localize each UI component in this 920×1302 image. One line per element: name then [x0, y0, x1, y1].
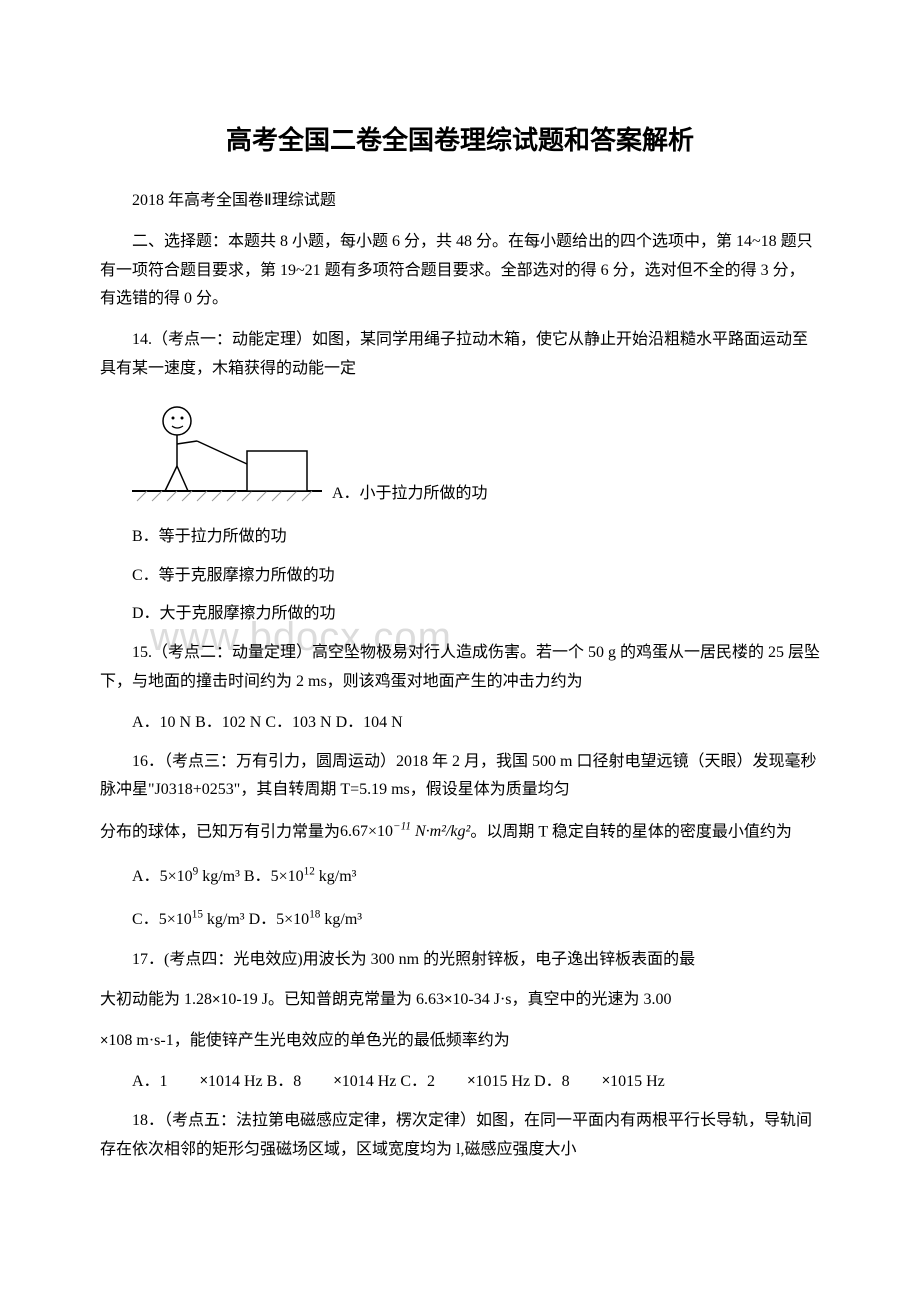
q17-text-1: 17．(考点四：光电效应)用波长为 300 nm 的光照射锌板，电子逸出锌板表面… — [100, 946, 820, 975]
q17-text-2: 大初动能为 1.28×10-19 J。已知普朗克常量为 6.63×10-34 J… — [100, 986, 820, 1015]
q14-option-b: B．等于拉力所做的功 — [100, 523, 820, 552]
q17-options: A．1×1014 Hz B．8×1014 Hz C．2×1015 Hz D．8×… — [100, 1068, 820, 1097]
q14-figure-row: A．小于拉力所做的功 — [100, 396, 820, 511]
q15-options: A．10 N B．102 N C．103 N D．104 N — [100, 709, 820, 738]
q16-text2-pre: 分布的球体，已知万有引力常量为 — [100, 823, 340, 840]
q16-text-2: 分布的球体，已知万有引力常量为6.67×10−11 N·m²/kg²。以周期 T… — [100, 817, 820, 847]
q16-text2-post: 。以周期 T 稳定自转的星体的密度最小值约为 — [470, 823, 792, 840]
instructions: 二、选择题：本题共 8 小题，每小题 6 分，共 48 分。在每小题给出的四个选… — [100, 228, 820, 314]
q16-const: 6.67×10−11 N·m²/kg² — [340, 823, 470, 840]
q14-text: 14.（考点一：动能定理）如图，某同学用绳子拉动木箱，使它从静止开始沿粗糙水平路… — [100, 326, 820, 384]
q16-options-cd: C．5×1015 kg/m³ D．5×1018 kg/m³ — [100, 902, 820, 937]
q18-text: 18．（考点五：法拉第电磁感应定律，楞次定律）如图，在同一平面内有两根平行长导轨… — [100, 1107, 820, 1165]
q14-option-a: A．小于拉力所做的功 — [332, 480, 488, 511]
page-title: 高考全国二卷全国卷理综试题和答案解析 — [100, 120, 820, 157]
q15-text: 15.（考点二：动量定理）高空坠物极易对行人造成伤害。若一个 50 g 的鸡蛋从… — [100, 639, 820, 697]
q14-option-d: D．大于克服摩擦力所做的功 — [100, 600, 820, 629]
q16-text-1: 16．（考点三：万有引力，圆周运动）2018 年 2 月，我国 500 m 口径… — [100, 748, 820, 806]
q16-options-ab: A．5×109 kg/m³ B．5×1012 kg/m³ — [100, 859, 820, 894]
q14-figure — [132, 396, 322, 511]
subtitle: 2018 年高考全国卷Ⅱ理综试题 — [100, 187, 820, 216]
q17-text-3: ×108 m·s-1，能使锌产生光电效应的单色光的最低频率约为 — [100, 1027, 820, 1056]
q14-option-c: C．等于克服摩擦力所做的功 — [100, 562, 820, 591]
